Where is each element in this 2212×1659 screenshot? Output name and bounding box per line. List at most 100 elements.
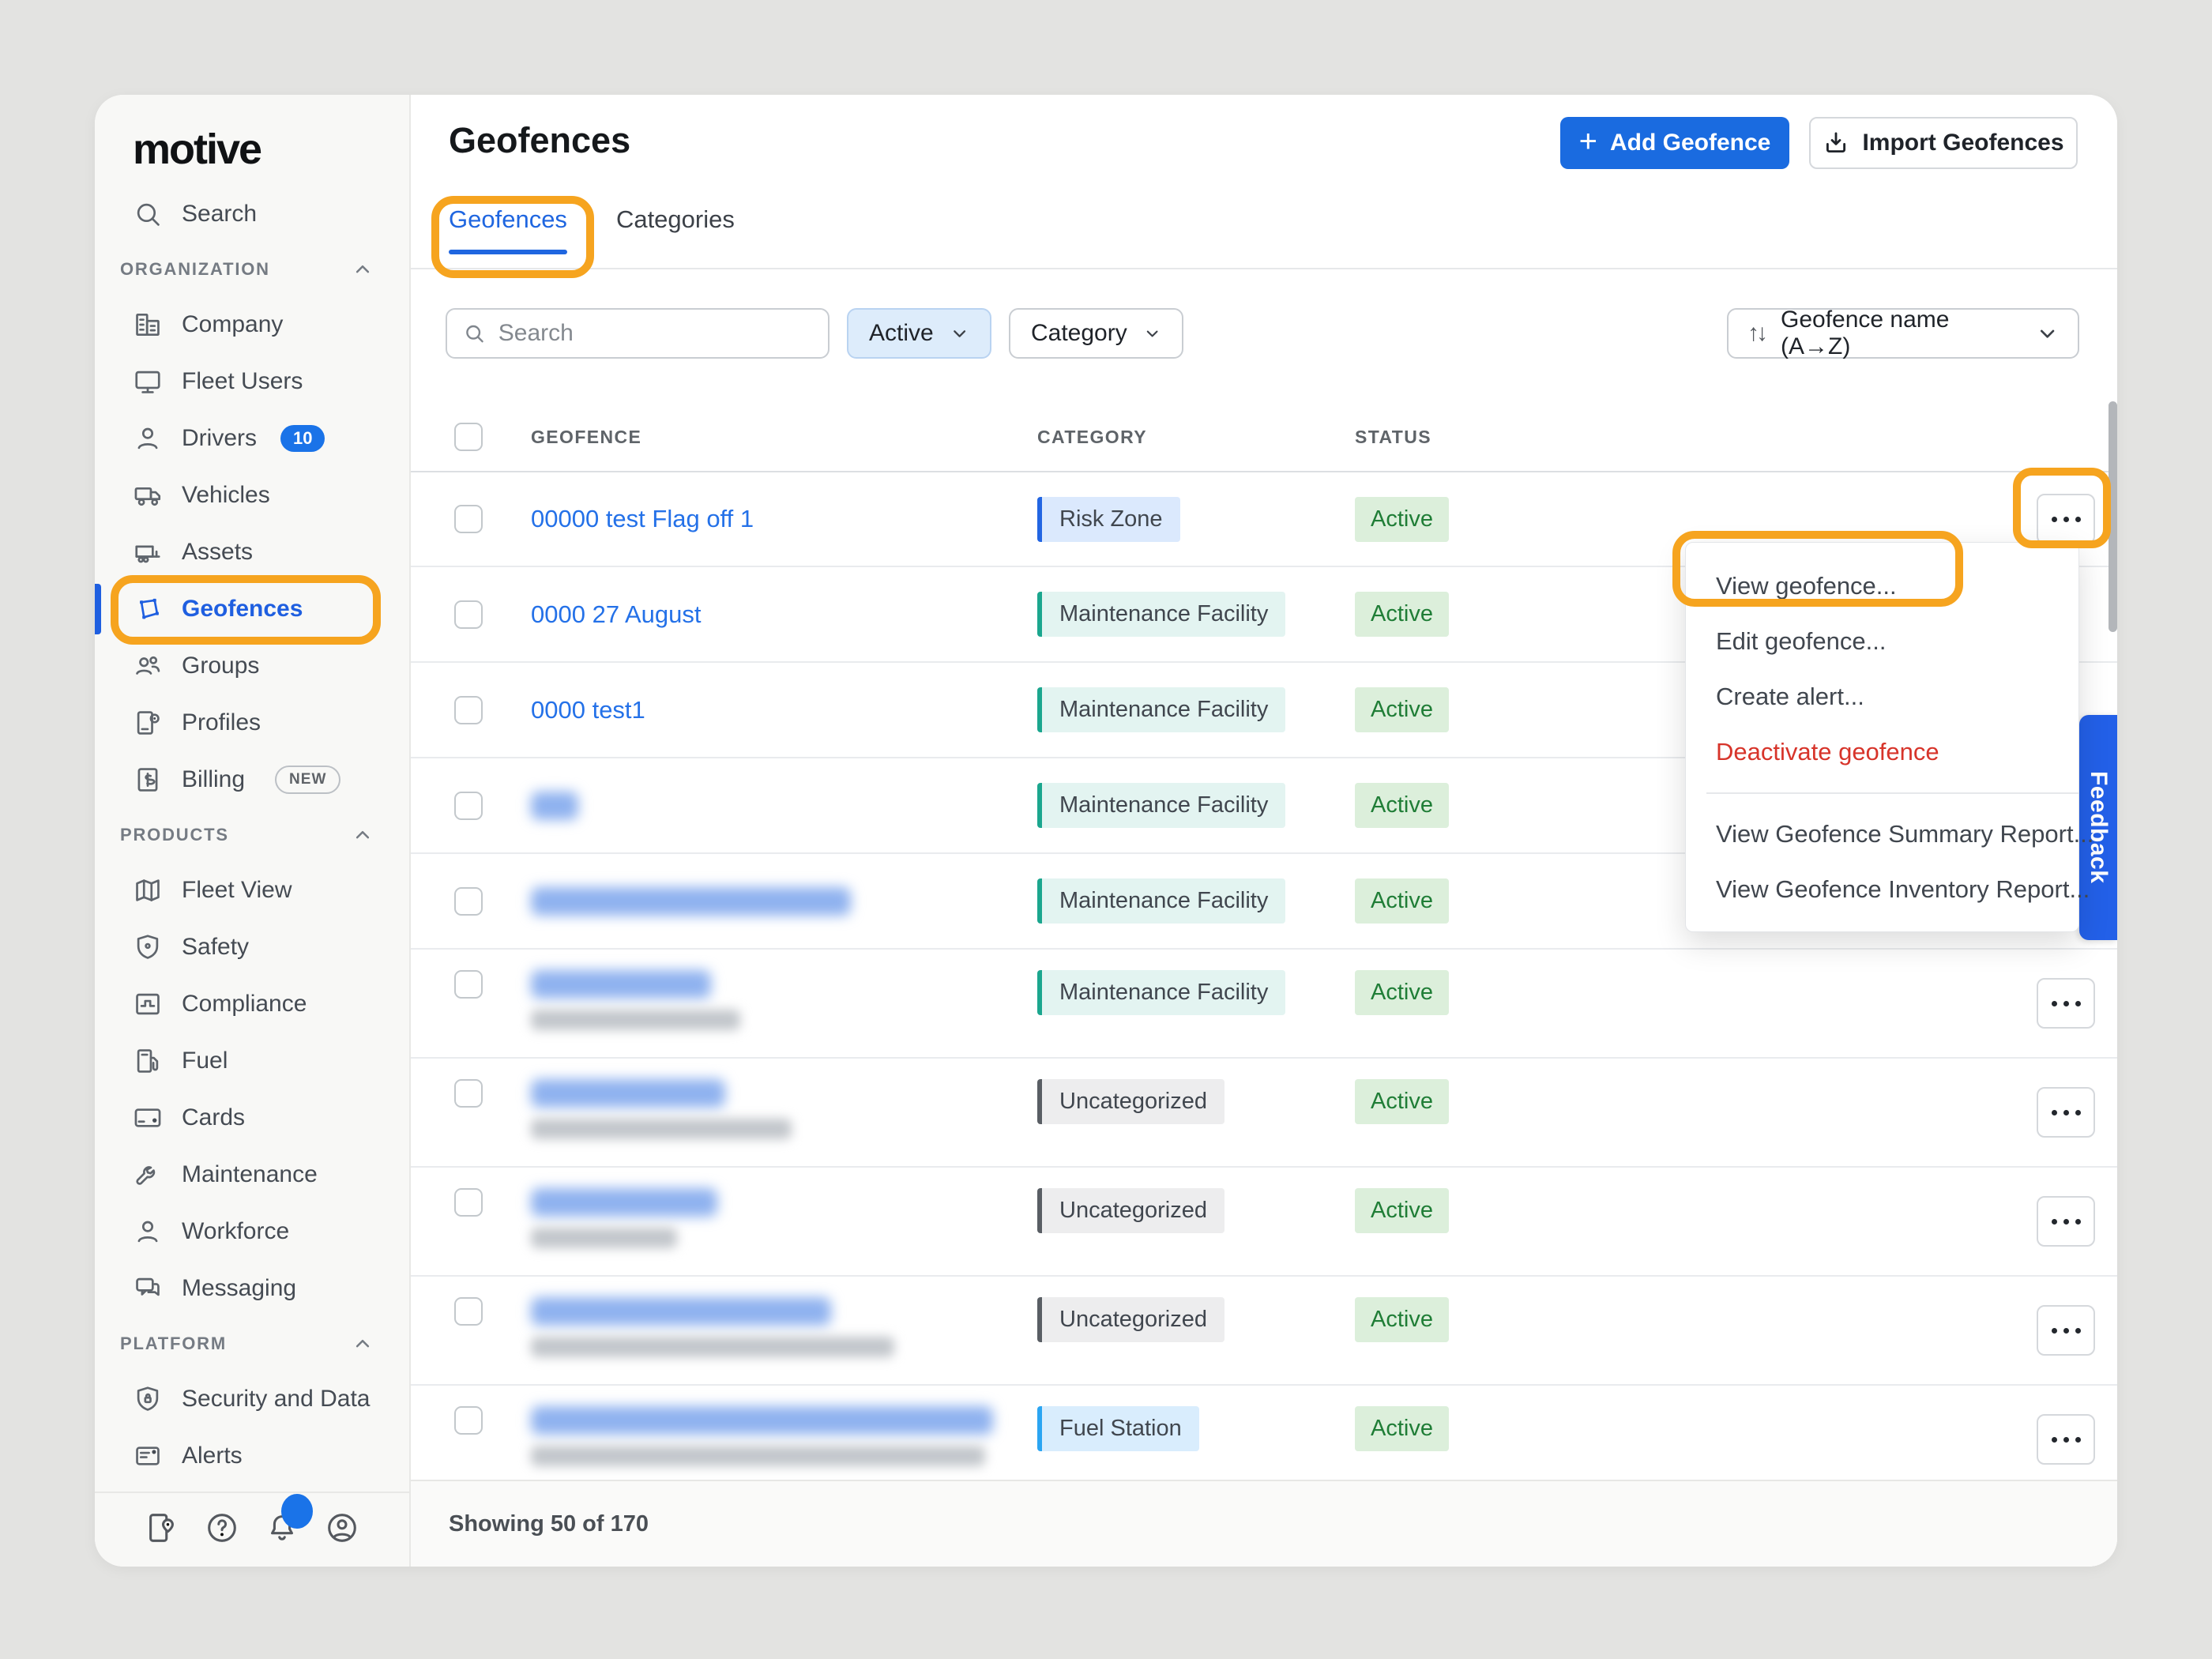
status-filter-dropdown[interactable]: Active [847,308,991,359]
sidebar-item-profiles[interactable]: Profiles [95,694,409,751]
sidebar-section-platform[interactable]: PLATFORM [95,1317,409,1371]
sidebar-item-alerts[interactable]: Alerts [95,1428,409,1484]
sidebar-item-drivers[interactable]: Drivers 10 [95,410,409,467]
profiles-icon [137,711,160,735]
row-checkbox[interactable] [454,1406,483,1435]
sidebar-item-fuel[interactable]: Fuel [95,1033,409,1089]
monitor-icon [135,371,160,393]
row-checkbox[interactable] [454,1188,483,1217]
account-button[interactable] [324,1510,360,1550]
category-badge: Maintenance Facility [1037,970,1286,1015]
sidebar-item-company[interactable]: Company [95,296,409,353]
menu-item-deactivate-geofence[interactable]: Deactivate geofence [1716,738,1939,766]
geofence-name-link[interactable]: 0000 27 August [531,600,702,628]
tabs-divider [411,268,2117,269]
status-badge: Active [1355,878,1449,924]
row-checkbox[interactable] [454,886,483,916]
geofence-name-redacted[interactable] [531,1406,1037,1466]
row-actions-button[interactable] [2037,1196,2095,1247]
notification-dot [281,1494,313,1529]
sidebar-item-search[interactable]: Search [95,186,409,243]
alerts-icon [136,1446,160,1465]
geofence-address-redacted [531,1446,985,1466]
row-actions-button[interactable] [2037,1305,2095,1356]
search-input[interactable] [498,320,812,347]
geofence-name-redacted[interactable] [531,1297,1037,1357]
row-actions-button[interactable] [2037,1087,2095,1138]
billing-icon [137,768,158,792]
sidebar-item-compliance[interactable]: Compliance [95,976,409,1033]
chevron-up-icon [356,831,370,839]
row-checkbox[interactable] [454,1079,483,1108]
sidebar-item-workforce[interactable]: Workforce [95,1203,409,1260]
geofence-name-link[interactable]: 00000 test Flag off 1 [531,505,754,532]
row-actions-button[interactable] [2037,494,2095,544]
geofence-name-redacted[interactable] [531,791,1037,820]
tab-categories[interactable]: Categories [615,205,735,233]
status-badge: Active [1355,1188,1449,1233]
sidebar-item-geofences[interactable]: Geofences [95,581,409,638]
category-filter-dropdown[interactable]: Category [1009,308,1183,359]
status-badge: Active [1355,1297,1449,1342]
sidebar-item-cards[interactable]: Cards [95,1089,409,1146]
help-button[interactable] [204,1510,240,1550]
row-checkbox[interactable] [454,600,483,629]
menu-item-view-geofence-inventory-report[interactable]: View Geofence Inventory Report... [1716,875,2090,903]
sidebar-section-organization[interactable]: ORGANIZATION [95,243,409,296]
geofence-name-link[interactable]: 0000 test1 [531,695,645,724]
sidebar-item-assets[interactable]: Assets [95,524,409,581]
menu-item-edit-geofence[interactable]: Edit geofence... [1716,627,1887,655]
bell-button[interactable] [264,1494,313,1550]
sidebar: motive Search ORGANIZATION Company Fleet Us… [95,95,411,1567]
menu-item-view-geofence[interactable]: View geofence... [1716,572,1897,600]
sidebar-item-security-and-data[interactable]: Security and Data [95,1371,409,1428]
sidebar-item-fleet-view[interactable]: Fleet View [95,862,409,919]
row-checkbox[interactable] [454,791,483,820]
sidebar-item-billing[interactable]: Billing NEW [95,751,409,808]
column-header-category: CATEGORY [1037,426,1147,447]
sidebar-item-vehicles[interactable]: Vehicles [95,467,409,524]
add-geofence-button[interactable]: + Add Geofence [1560,117,1789,169]
table-row: 0000 test1 Maintenance Facility Active [411,663,2117,758]
section-label: ORGANIZATION [120,259,270,279]
feedback-tab[interactable]: Feedback [2079,715,2117,940]
status-badge: Active [1355,687,1449,732]
sidebar-item-messaging[interactable]: Messaging [95,1260,409,1317]
row-checkbox[interactable] [454,695,483,724]
sidebar-item-safety[interactable]: Safety [95,919,409,976]
row-actions-button[interactable] [2037,978,2095,1029]
import-icon [1826,132,1846,153]
geofence-name-redacted[interactable] [531,1188,1037,1248]
menu-item-view-geofence-summary-report[interactable]: View Geofence Summary Report... [1716,820,2094,848]
row-checkbox[interactable] [454,505,483,533]
logbook-button[interactable] [144,1510,180,1550]
compliance-icon [136,993,160,1015]
row-checkbox[interactable] [454,970,483,999]
geofence-name-redacted[interactable] [531,886,1037,916]
select-all-checkbox[interactable] [454,423,483,451]
messaging-icon [136,1277,160,1296]
geofence-name-redacted[interactable] [531,970,1037,1030]
sidebar-item-maintenance[interactable]: Maintenance [95,1146,409,1203]
status-badge: Active [1355,1079,1449,1124]
geofence-address-redacted [531,1337,894,1357]
card-icon [134,1108,161,1127]
sidebar-item-fleet-users[interactable]: Fleet Users [95,353,409,410]
sidebar-section-products[interactable]: PRODUCTS [95,808,409,862]
table-body: 00000 test Flag off 1 Risk Zone Active 0000… [411,472,2117,1495]
sidebar-item-label: Workforce [182,1218,290,1244]
logbook-icon [149,1514,174,1542]
geofence-name-redacted[interactable] [531,1079,1037,1139]
row-actions-button[interactable] [2037,1414,2095,1465]
sort-dropdown[interactable]: ↑↓ Geofence name (A→Z) [1727,307,2079,359]
import-geofences-button[interactable]: Import Geofences [1809,117,2078,169]
row-checkbox[interactable] [454,1297,483,1326]
tab-geofences[interactable]: Geofences [449,205,567,254]
chevron-down-icon [2040,329,2055,338]
menu-item-create-alert[interactable]: Create alert... [1716,683,1864,710]
motive-logo: motive [133,126,262,173]
sidebar-item-groups[interactable]: Groups [95,638,409,694]
chevron-up-icon [356,265,370,273]
vertical-scrollbar[interactable] [2109,401,2117,632]
app-window: motive Search ORGANIZATION Company Fleet Us… [95,95,2117,1567]
